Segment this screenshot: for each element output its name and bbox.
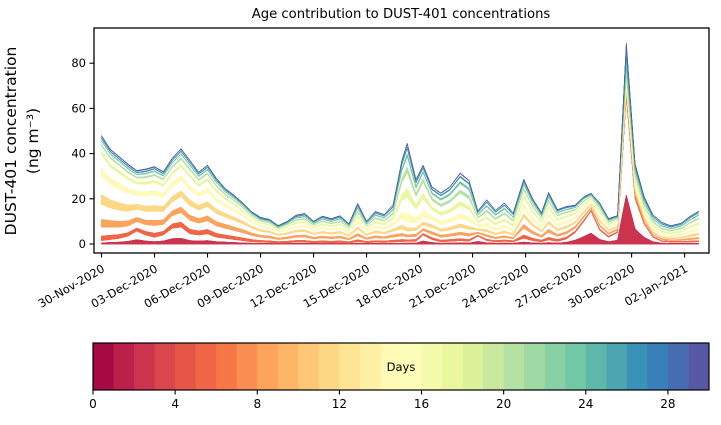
colorbar-segment <box>113 343 135 390</box>
age-band-23-days <box>101 61 699 230</box>
y-tick-label: 60 <box>71 101 86 115</box>
colorbar-tick-label: 0 <box>89 397 97 411</box>
colorbar-tick-label: 4 <box>171 397 179 411</box>
age-band-13-days <box>101 83 699 237</box>
colorbar-segment <box>318 343 340 390</box>
age-band-5-days <box>101 95 699 244</box>
colorbar <box>93 343 710 390</box>
colorbar-segment <box>380 343 402 390</box>
colorbar-segment <box>585 343 607 390</box>
colorbar-segment <box>626 343 648 390</box>
colorbar-segment <box>544 343 566 390</box>
colorbar-segment <box>688 343 710 390</box>
colorbar-tick-label: 8 <box>253 397 261 411</box>
colorbar-segment <box>503 343 525 390</box>
colorbar-segment <box>277 343 299 390</box>
colorbar-ticks: 0 4 8 12 16 20 24 28 <box>89 390 676 411</box>
colorbar-segment <box>565 343 587 390</box>
age-band-17-days <box>101 77 699 235</box>
y-tick-label: 20 <box>71 192 86 206</box>
colorbar-segment <box>339 343 361 390</box>
age-band-29-days <box>101 42 699 227</box>
colorbar-segment <box>606 343 628 390</box>
colorbar-border <box>92 342 710 391</box>
colorbar-tick-label: 24 <box>578 397 593 411</box>
age-band-19-days <box>101 70 699 232</box>
colorbar-segment <box>195 343 217 390</box>
age-band-12-days <box>101 83 699 237</box>
y-tick-label: 0 <box>79 237 86 251</box>
colorbar-segment <box>524 343 546 390</box>
colorbar-segment <box>154 343 176 390</box>
colorbar-segment <box>93 343 115 390</box>
colorbar-segment <box>647 343 669 390</box>
age-band-11-days <box>101 87 699 239</box>
age-band-16-days <box>101 77 699 235</box>
y-axis-label-line1: DUST-401 concentration <box>2 47 20 236</box>
colorbar-segment <box>667 343 689 390</box>
age-band-14-days <box>101 83 699 237</box>
age-band-15-days <box>101 77 699 235</box>
age-band-2-days <box>101 194 699 245</box>
colorbar-segment <box>359 343 381 390</box>
colorbar-segment <box>462 343 484 390</box>
colorbar-label: Days <box>387 360 416 374</box>
colorbar-tick-label: 12 <box>332 397 347 411</box>
y-axis-label-line2: (ng m⁻³) <box>24 108 42 174</box>
age-band-8-days <box>101 91 699 241</box>
colorbar-segment <box>421 343 443 390</box>
colorbar-tick-label: 28 <box>660 397 675 411</box>
colorbar-segment <box>216 343 238 390</box>
plot-area-border <box>93 27 710 254</box>
age-band-20-days <box>101 70 699 232</box>
colorbar-segment <box>175 343 197 390</box>
colorbar-tick-label: 20 <box>496 397 511 411</box>
colorbar-segment <box>401 343 423 390</box>
colorbar-segment <box>257 343 279 390</box>
colorbar-segment <box>134 343 156 390</box>
age-band-18-days <box>101 70 699 232</box>
colorbar-segment <box>483 343 505 390</box>
x-axis-ticks: 30-Nov-202003-Dec-202006-Dec-202009-Dec-… <box>36 253 690 311</box>
y-axis-ticks: 0 20 40 60 80 <box>71 56 94 251</box>
colorbar-tick-label: 16 <box>414 397 429 411</box>
colorbar-segment <box>236 343 258 390</box>
stacked-areas <box>101 42 699 245</box>
chart-title: Age contribution to DUST-401 concentrati… <box>252 7 551 22</box>
colorbar-segment <box>298 343 320 390</box>
colorbar-segment <box>442 343 464 390</box>
y-tick-label: 40 <box>71 147 86 161</box>
age-band-26-days <box>101 51 699 228</box>
y-tick-label: 80 <box>71 56 86 70</box>
